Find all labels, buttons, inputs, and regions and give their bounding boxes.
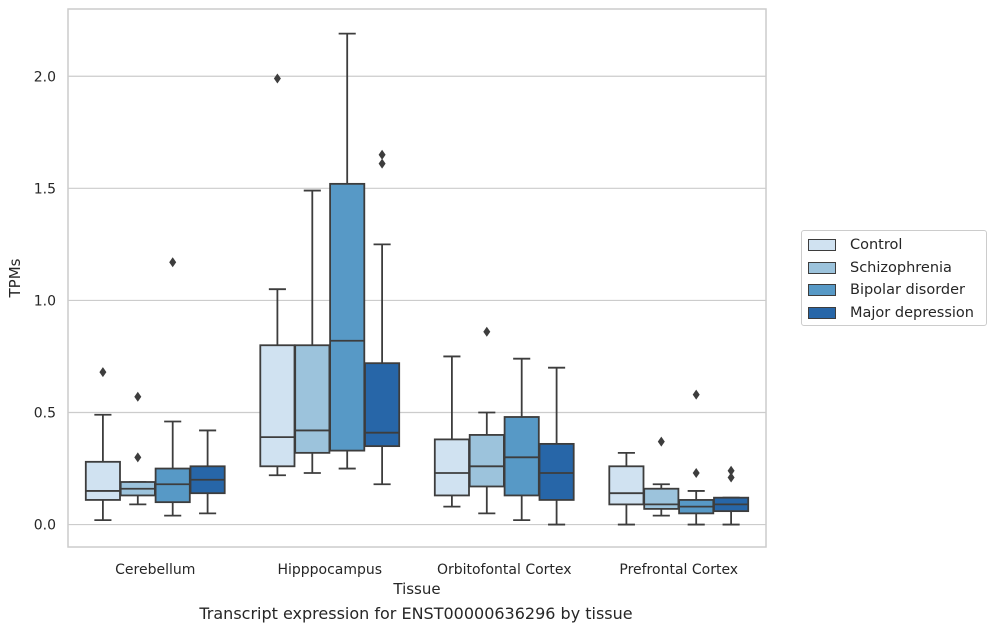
box-plot	[503, 357, 540, 521]
outlier-point	[378, 158, 386, 169]
legend: Control Schizophrenia Bipolar disorder M…	[801, 230, 987, 326]
box	[643, 487, 680, 510]
box-plot	[538, 366, 575, 526]
y-tick-label: 2.0	[34, 69, 56, 85]
box-plot	[713, 465, 750, 526]
outlier-point	[692, 468, 700, 479]
outlier-point	[657, 436, 665, 447]
legend-label-major-depression: Major depression	[850, 305, 974, 321]
x-axis-title: Tissue	[392, 580, 440, 598]
legend-item-schizophrenia: Schizophrenia	[808, 258, 952, 278]
legend-swatch-major-depression	[808, 307, 836, 319]
box	[294, 344, 331, 454]
box-plot	[364, 149, 401, 486]
outlier-point	[134, 452, 142, 463]
outlier-point	[692, 389, 700, 400]
box-plot	[189, 429, 226, 515]
outlier-point	[727, 472, 735, 483]
outlier-point	[727, 465, 735, 476]
legend-item-control: Control	[808, 235, 902, 255]
box-plot	[259, 73, 296, 477]
legend-swatch-control	[808, 239, 836, 251]
x-tick-label: Prefrontal Cortex	[619, 562, 738, 578]
box-plot	[329, 32, 366, 470]
outlier-point	[273, 73, 281, 84]
legend-label-bipolar-disorder: Bipolar disorder	[850, 282, 965, 298]
y-tick-label: 1.5	[34, 181, 56, 197]
box	[468, 434, 505, 488]
chart-caption: Transcript expression for ENST0000063629…	[199, 604, 633, 623]
outlier-point	[169, 257, 177, 268]
outlier-point	[99, 367, 107, 378]
box-plot	[119, 391, 156, 506]
box-plot	[608, 451, 645, 526]
plot-area	[67, 8, 767, 548]
box	[259, 344, 296, 468]
box	[364, 362, 401, 448]
box-plot	[433, 355, 470, 508]
box-plot	[468, 326, 505, 515]
y-tick-label: 1.0	[34, 293, 56, 309]
box-plot	[154, 257, 191, 517]
legend-item-bipolar-disorder: Bipolar disorder	[808, 280, 965, 300]
box	[329, 182, 366, 452]
outlier-point	[134, 391, 142, 402]
legend-swatch-bipolar-disorder	[808, 284, 836, 296]
y-tick-label: 0.0	[34, 518, 56, 534]
x-tick-label: Orbitofontal Cortex	[437, 562, 572, 578]
box	[84, 460, 121, 501]
legend-swatch-schizophrenia	[808, 262, 836, 274]
y-tick-label: 0.5	[34, 406, 56, 422]
box	[538, 442, 575, 501]
x-tick-label: Hipppocampus	[277, 562, 382, 578]
y-axis-title: TPMs	[6, 258, 24, 298]
legend-label-control: Control	[850, 237, 903, 253]
legend-label-schizophrenia: Schizophrenia	[850, 260, 952, 276]
box	[154, 467, 191, 504]
box	[608, 465, 645, 506]
legend-item-major-depression: Major depression	[808, 303, 974, 323]
outlier-point	[483, 326, 491, 337]
box	[503, 416, 540, 497]
box-plot	[84, 367, 121, 521]
x-tick-label: Cerebellum	[115, 562, 195, 578]
outlier-point	[378, 149, 386, 160]
box-plot	[643, 436, 680, 517]
box	[433, 438, 470, 497]
box-plot	[294, 189, 331, 474]
